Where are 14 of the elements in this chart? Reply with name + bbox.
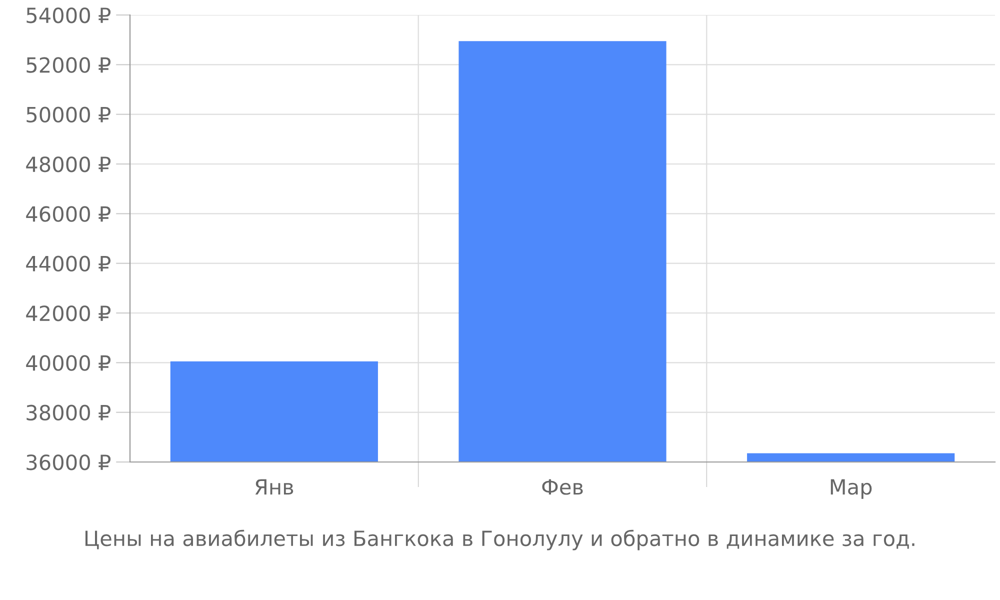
y-tick-label: 52000 ₽ <box>26 57 111 73</box>
y-tick-label: 36000 ₽ <box>26 454 111 470</box>
x-tick-label: Янв <box>255 479 294 494</box>
y-tick-label: 50000 ₽ <box>26 106 111 123</box>
y-tick-label: 44000 ₽ <box>26 256 111 272</box>
x-tick-label: Мар <box>830 479 872 499</box>
y-tick-label: 46000 ₽ <box>26 206 111 222</box>
y-tick-label: 54000 ₽ <box>26 7 111 24</box>
y-tick-label: 42000 ₽ <box>26 305 111 322</box>
y-tick-label: 48000 ₽ <box>26 156 111 172</box>
y-tick-label: 40000 ₽ <box>26 355 111 371</box>
text: Цены на авиабилеты из Бангкока в Гонолулу и обратно в динамике за год. <box>85 530 914 550</box>
x-tick-label: Фев <box>542 479 583 495</box>
y-tick-label: 38000 ₽ <box>26 404 111 421</box>
